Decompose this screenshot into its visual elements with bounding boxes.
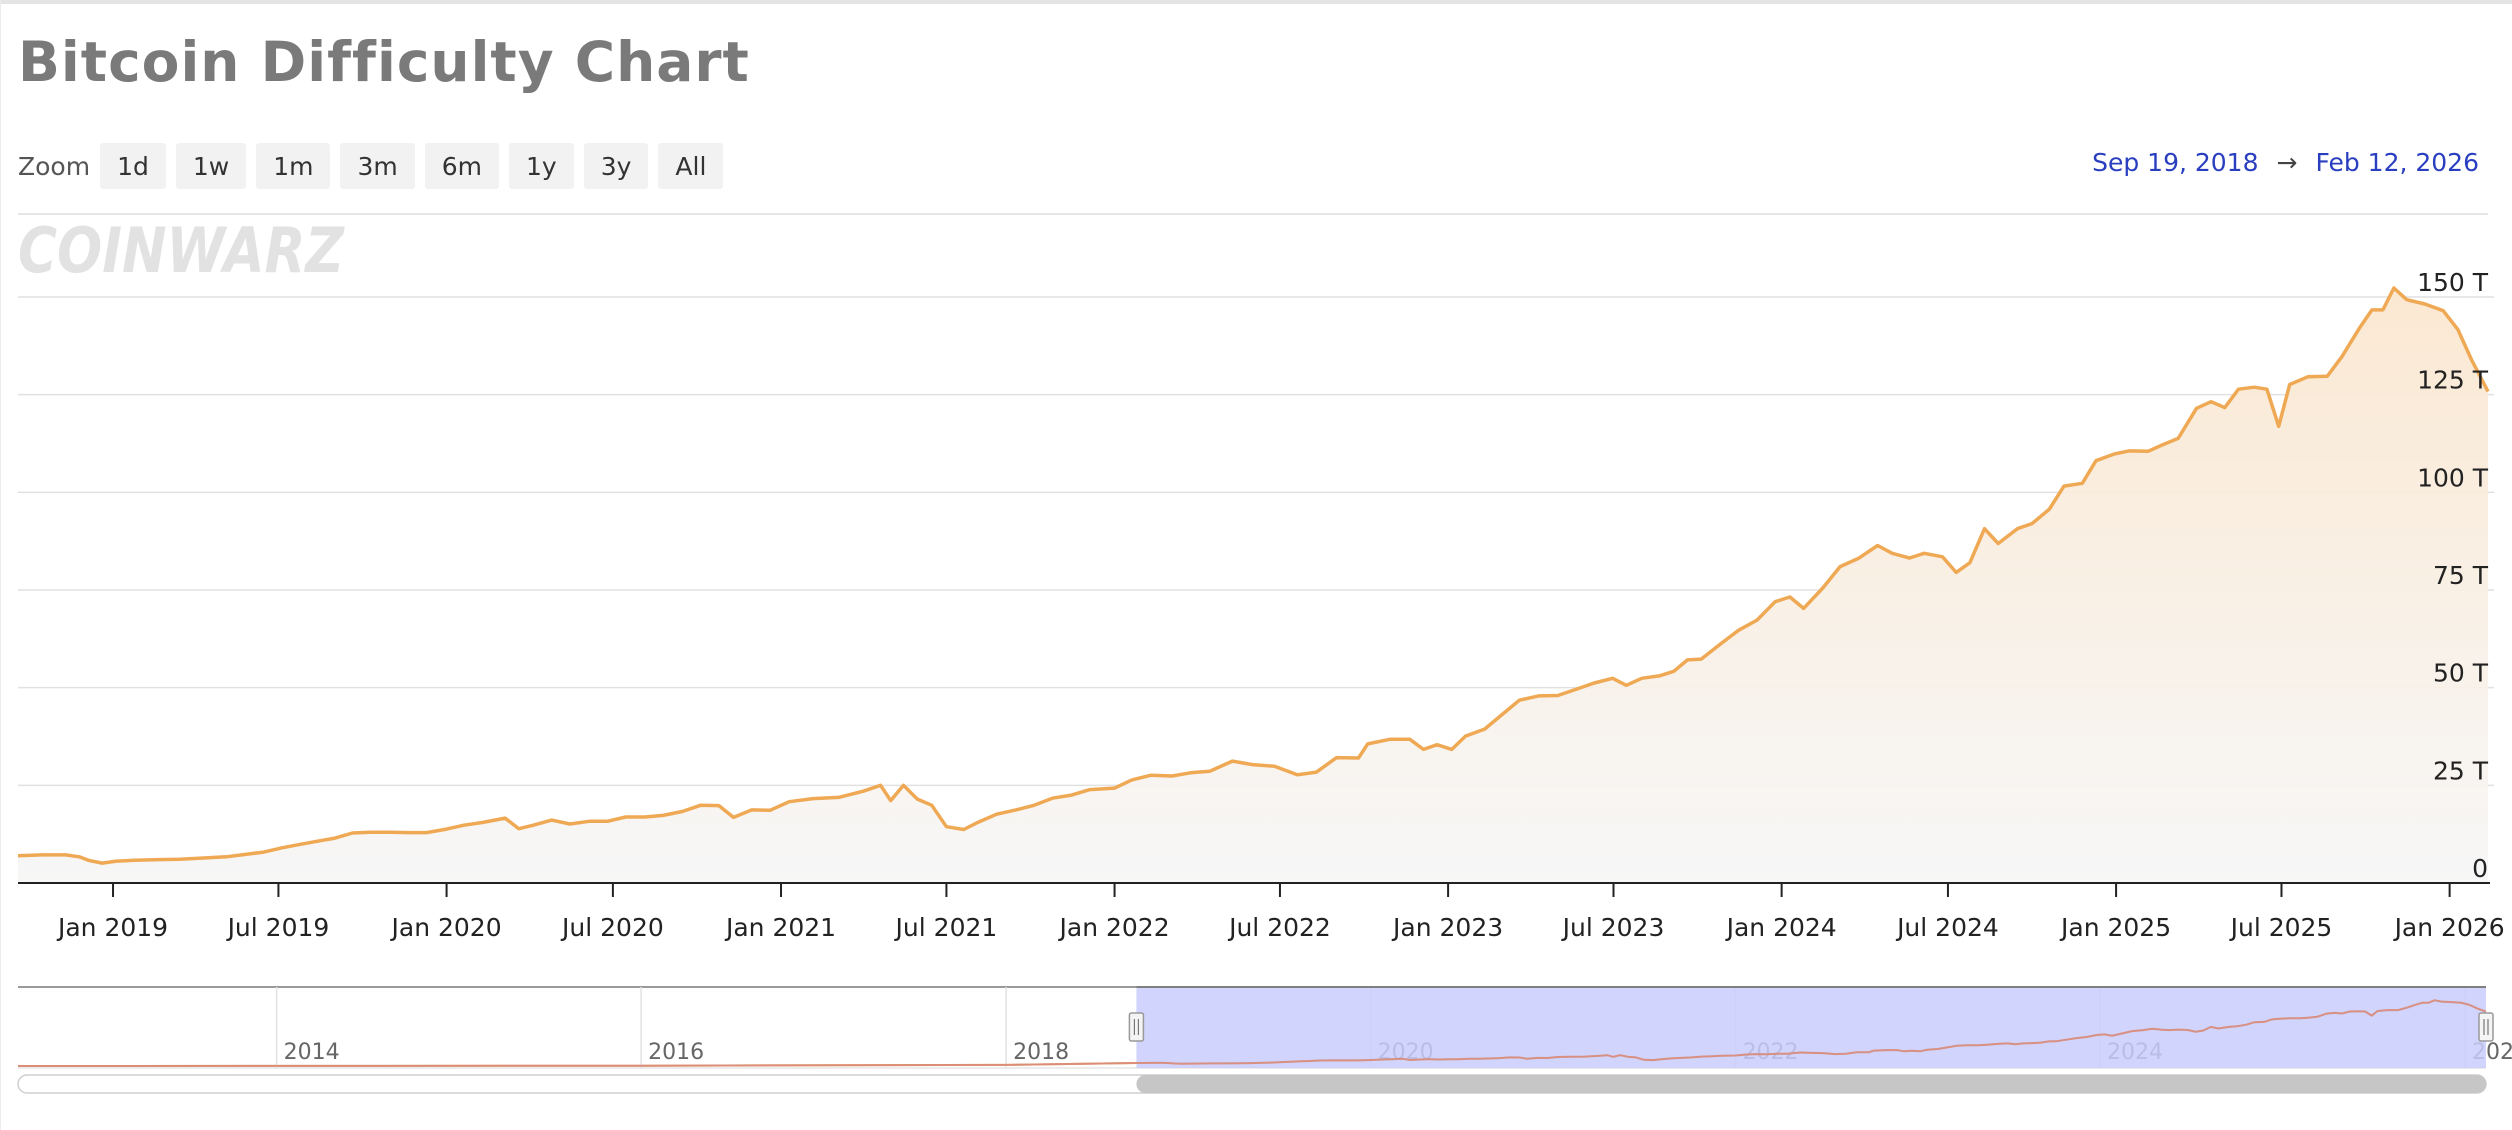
y-tick-label: 125 T — [2417, 366, 2489, 395]
navigator-right-handle[interactable] — [2478, 1012, 2494, 1042]
x-tick-label: Jul 2020 — [560, 913, 664, 942]
x-tick-label: Jan 2019 — [56, 913, 168, 942]
zoom-3m-button[interactable]: 3m — [340, 143, 415, 189]
navigator-year-label: 2014 — [284, 1040, 340, 1065]
y-tick-label: 75 T — [2433, 561, 2489, 590]
x-tick-label: Jan 2026 — [2393, 913, 2505, 942]
x-tick-label: Jan 2025 — [2059, 913, 2171, 942]
range-to-date[interactable]: Feb 12, 2026 — [2315, 148, 2479, 177]
top-border — [0, 0, 2512, 4]
difficulty-series-line — [17, 286, 2490, 865]
x-tick-label: Jan 2020 — [390, 913, 502, 942]
left-border — [0, 0, 1, 1130]
zoom-1y-button[interactable]: 1y — [509, 143, 574, 189]
navigator-year-label: 2016 — [648, 1040, 704, 1065]
zoom-3y-button[interactable]: 3y — [583, 143, 649, 189]
x-tick-label: Jul 2025 — [2229, 913, 2333, 942]
date-range: Sep 19, 2018 → Feb 12, 2026 — [2092, 148, 2479, 177]
x-axis: Jan 2019 Jul 2019 Jan 2020 Jul 2020 Jan 2021… — [18, 882, 2505, 942]
x-tick-label: Jan 2024 — [1725, 913, 1837, 942]
zoom-all-button[interactable]: All — [658, 143, 724, 189]
zoom-6m-button[interactable]: 6m — [424, 143, 500, 189]
x-tick-label: Jul 2021 — [894, 913, 998, 942]
y-axis: 0 25 T 50 T 75 T 100 T 125 T 150 T — [2417, 268, 2489, 883]
y-tick-label: 100 T — [2417, 463, 2489, 492]
x-tick-label: Jul 2022 — [1227, 913, 1331, 942]
zoom-1m-button[interactable]: 1m — [256, 143, 331, 189]
zoom-1w-button[interactable]: 1w — [175, 143, 247, 189]
toolbar-divider — [18, 213, 2488, 215]
range-from-date[interactable]: Sep 19, 2018 — [2092, 148, 2259, 177]
x-tick-label: Jul 2019 — [226, 913, 330, 942]
navigator-series-line-selected — [17, 999, 2487, 1067]
zoom-1d-button[interactable]: 1d — [100, 143, 166, 189]
x-tick-label: Jul 2024 — [1895, 913, 1999, 942]
zoom-label: Zoom — [18, 151, 91, 181]
range-arrow-icon: → — [2276, 148, 2298, 177]
series-area — [17, 286, 2490, 883]
navigator-year-label: 2018 — [1013, 1040, 1069, 1065]
zoom-toolbar: Zoom 1d 1w 1m 3m 6m 1y 3y All — [18, 143, 733, 189]
navigator[interactable]: 2014201620182020202220242026 — [17, 986, 2512, 1094]
scrollbar-thumb[interactable] — [1136, 1075, 2486, 1093]
difficulty-area-fill — [18, 288, 2488, 883]
x-tick-label: Jul 2023 — [1561, 913, 1665, 942]
x-tick-label: Jan 2022 — [1058, 913, 1170, 942]
coinwarz-watermark-logo: COINWARZ — [18, 218, 345, 278]
x-tick-label: Jan 2023 — [1391, 913, 1503, 942]
y-tick-label: 25 T — [2433, 756, 2489, 785]
y-tick-label: 150 T — [2417, 268, 2489, 297]
navigator-left-handle[interactable] — [1128, 1012, 1145, 1042]
navigator-selection-mask — [1136, 987, 2486, 1068]
watermark-text: COINWARZ — [18, 218, 345, 278]
y-tick-label: 0 — [2472, 854, 2488, 883]
page-title: Bitcoin Difficulty Chart — [18, 30, 750, 94]
y-tick-label: 50 T — [2433, 659, 2489, 688]
x-tick-label: Jan 2021 — [724, 913, 836, 942]
